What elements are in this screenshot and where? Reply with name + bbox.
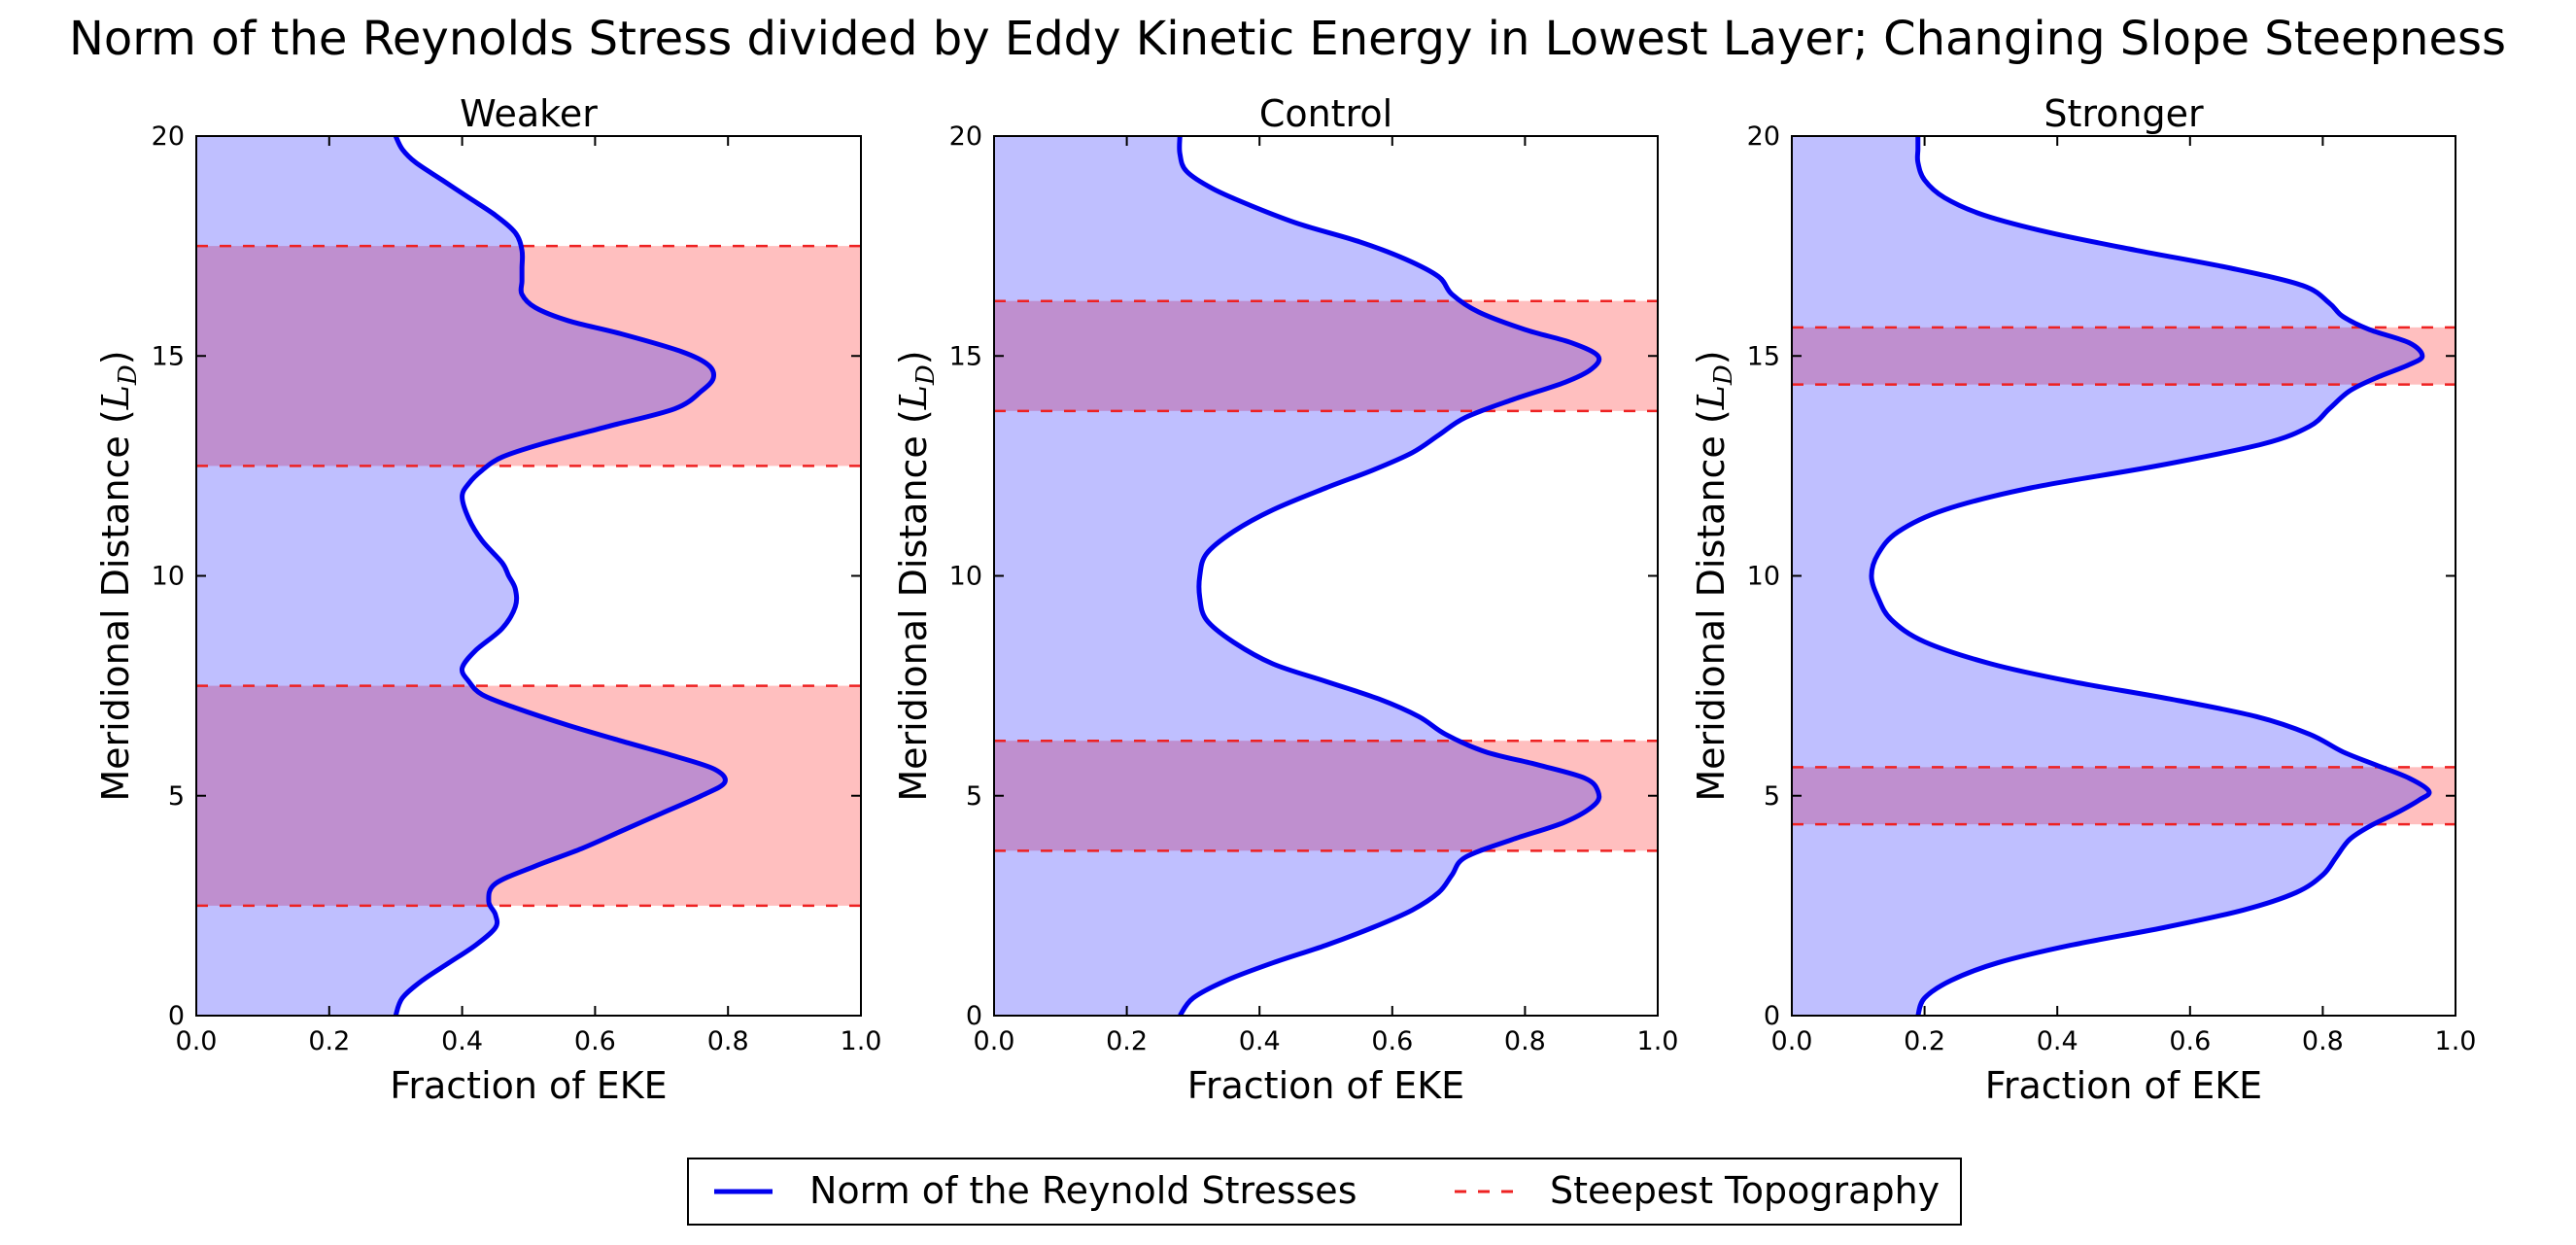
panel-title: Weaker (460, 92, 598, 135)
x-tick-label: 0.2 (1106, 1026, 1148, 1056)
plot-area (1792, 136, 2456, 1016)
x-tick-label: 0.8 (707, 1026, 749, 1056)
y-tick-label: 10 (152, 562, 185, 592)
y-axis-label-text: Meridional Distance ( (1690, 409, 1733, 801)
y-tick-label: 5 (168, 781, 185, 812)
x-tick-label: 0.0 (176, 1026, 218, 1056)
x-tick-label: 0.2 (1904, 1026, 1945, 1056)
x-tick-label: 0.0 (1771, 1026, 1813, 1056)
y-axis-label-symbol: L (1690, 385, 1733, 410)
x-axis-label: Fraction of EKE (1985, 1064, 2262, 1107)
y-axis-label-subscript: D (114, 364, 143, 386)
panel-weaker: 0.0 0.2 0.4 0.6 0.8 1.0 0 5 10 15 20 Weaker Fraction… (94, 92, 881, 1107)
y-tick-label: 15 (949, 341, 982, 371)
y-tick-label: 15 (152, 341, 185, 371)
y-tick-label: 0 (1764, 1001, 1780, 1031)
band-curve-overlap (994, 741, 1599, 851)
x-tick-label: 0.6 (2169, 1026, 2211, 1056)
x-tick-label: 1.0 (2435, 1026, 2477, 1056)
x-tick-label: 0.0 (974, 1026, 1015, 1056)
y-axis-label-symbol: L (892, 385, 935, 410)
x-axis-label: Fraction of EKE (1187, 1064, 1464, 1107)
x-tick-label: 0.4 (441, 1026, 483, 1056)
y-axis-label-close: ) (892, 350, 935, 364)
legend-frame (687, 1158, 1962, 1226)
y-tick-label: 20 (949, 121, 982, 152)
y-tick-label: 0 (168, 1001, 185, 1031)
y-axis-label-close: ) (1690, 350, 1733, 364)
y-tick-label: 10 (949, 562, 982, 592)
panel-title: Stronger (2044, 92, 2204, 135)
y-tick-label: 20 (152, 121, 185, 152)
x-tick-label: 0.8 (2302, 1026, 2344, 1056)
figure-title: Norm of the Reynolds Stress divided by E… (69, 12, 2506, 66)
x-tick-label: 0.4 (1239, 1026, 1281, 1056)
legend-label-reynolds: Norm of the Reynold Stresses (809, 1169, 1357, 1212)
overlap-group (1792, 327, 2429, 825)
y-tick-label: 0 (966, 1001, 982, 1031)
panel-title: Control (1259, 92, 1392, 135)
x-tick-label: 0.4 (2037, 1026, 2078, 1056)
band-curve-overlap (1792, 767, 2429, 825)
plot-area (196, 136, 861, 1016)
x-tick-label: 0.8 (1504, 1026, 1546, 1056)
y-tick-label: 10 (1747, 562, 1780, 592)
band-curve-overlap (1792, 327, 2429, 385)
y-axis-label-text: Meridional Distance ( (94, 409, 137, 801)
reynolds-stress-curve (1869, 136, 2432, 1016)
y-axis-label: Meridional Distance (LD) (1690, 350, 1738, 801)
y-axis-label-symbol: L (94, 385, 137, 410)
y-tick-label: 20 (1747, 121, 1780, 152)
x-tick-label: 0.6 (574, 1026, 616, 1056)
y-tick-label: 15 (1747, 341, 1780, 371)
y-axis-label-subscript: D (911, 364, 941, 386)
plot-area (994, 136, 1658, 1016)
reynolds-stress-curve (393, 136, 728, 1016)
panel-control: 0.0 0.2 0.4 0.6 0.8 1.0 0 5 10 15 20 Control Fractio… (892, 92, 1678, 1107)
x-tick-label: 0.2 (308, 1026, 350, 1056)
legend-label-topography: Steepest Topography (1550, 1169, 1940, 1212)
x-tick-label: 1.0 (1637, 1026, 1679, 1056)
panel-stronger: 0.0 0.2 0.4 0.6 0.8 1.0 0 5 10 15 20 Stronger Fracti… (1690, 92, 2476, 1107)
x-tick-label: 0.6 (1371, 1026, 1413, 1056)
y-axis-label-text: Meridional Distance ( (892, 409, 935, 801)
y-axis-label-subscript: D (1709, 364, 1738, 386)
legend: Norm of the Reynold Stresses Steepest To… (687, 1158, 1962, 1226)
reynolds-stress-curve (1177, 136, 1602, 1016)
y-tick-label: 5 (1764, 781, 1780, 812)
y-axis-label: Meridional Distance (LD) (892, 350, 941, 801)
x-tick-label: 1.0 (841, 1026, 882, 1056)
y-axis-label: Meridional Distance (LD) (94, 350, 143, 801)
y-axis-label-close: ) (94, 350, 137, 364)
y-tick-label: 5 (966, 781, 982, 812)
x-axis-label: Fraction of EKE (390, 1064, 667, 1107)
